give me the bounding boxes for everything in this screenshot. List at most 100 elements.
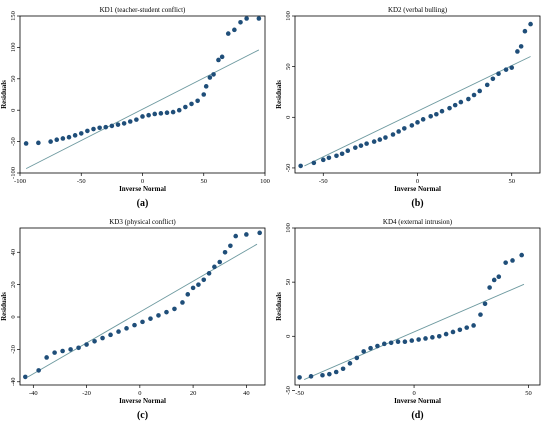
data-point xyxy=(522,28,528,34)
x-tick-label: 0 xyxy=(416,178,419,185)
data-point xyxy=(428,113,433,119)
x-tick-label: 20 xyxy=(190,390,197,397)
plot-frame xyxy=(19,15,266,174)
data-point xyxy=(298,163,303,169)
data-point xyxy=(519,252,524,258)
panel-b: KD2 (verbal bulling) -50 0 50 -50 0 50 100 Inver… xyxy=(275,0,550,212)
data-point xyxy=(164,110,170,116)
panel-caption: (a) xyxy=(137,198,149,209)
data-point xyxy=(491,277,497,283)
y-tick-label: 0 xyxy=(285,335,292,338)
reference-line xyxy=(27,243,258,378)
data-point xyxy=(78,131,84,136)
data-point xyxy=(121,121,127,126)
data-point xyxy=(91,126,96,132)
data-point xyxy=(381,341,387,347)
data-point xyxy=(256,16,262,21)
data-point xyxy=(402,339,408,344)
data-point xyxy=(471,323,476,328)
data-point xyxy=(195,98,200,104)
data-point xyxy=(116,329,121,334)
reference-line xyxy=(303,283,525,380)
y-tick-label: 40 xyxy=(10,249,17,256)
plot-title: KD1 (teacher-student conflict) xyxy=(100,6,186,14)
x-tick-label: 40 xyxy=(243,390,250,397)
data-point xyxy=(152,111,158,117)
data-point xyxy=(368,345,373,351)
data-point xyxy=(222,249,228,255)
x-tick-label: -50 xyxy=(77,178,86,185)
data-point xyxy=(510,258,515,263)
y-tick-label: 0 xyxy=(10,109,17,112)
data-point xyxy=(443,331,449,337)
x-tick-label: -50 xyxy=(295,390,304,397)
data-point xyxy=(353,145,358,150)
data-point xyxy=(228,243,233,249)
data-point xyxy=(452,102,458,108)
data-point xyxy=(109,123,115,129)
data-point xyxy=(115,122,121,127)
data-point xyxy=(503,260,508,265)
data-point xyxy=(212,264,217,270)
data-point xyxy=(60,136,66,141)
data-point xyxy=(76,345,81,351)
data-point xyxy=(339,151,345,157)
data-point xyxy=(345,148,351,154)
data-point xyxy=(361,349,366,354)
data-point xyxy=(238,19,243,25)
data-point xyxy=(409,338,415,343)
plot-kd3: KD3 (physical conflict) -40 -20 0 20 40 -40 -20… xyxy=(0,218,266,421)
y-tick-label: -50 xyxy=(285,386,292,395)
data-point xyxy=(201,277,207,283)
data-point xyxy=(308,374,314,379)
data-point xyxy=(170,109,176,115)
x-tick-label: -50 xyxy=(319,178,328,185)
data-point xyxy=(146,112,151,118)
plot-title: KD3 (physical conflict) xyxy=(109,218,176,226)
x-tick-label: 0 xyxy=(412,390,415,397)
x-axis-label: Inverse Normal xyxy=(394,397,441,405)
data-point xyxy=(148,316,153,321)
data-point xyxy=(140,114,145,119)
plot-kd1: KD1 (teacher-student conflict) -100 -50 0 50… xyxy=(0,6,270,209)
x-tick-label: -20 xyxy=(82,390,91,397)
data-point xyxy=(458,99,464,105)
y-tick-label: 100 xyxy=(285,11,292,21)
data-point xyxy=(217,259,223,265)
data-point xyxy=(60,348,65,354)
plot-frame xyxy=(294,15,541,174)
data-point xyxy=(326,155,332,161)
y-tick-label: 100 xyxy=(285,223,292,233)
data-point xyxy=(164,309,169,315)
data-point xyxy=(203,84,209,89)
data-point xyxy=(450,329,456,335)
data-point xyxy=(327,371,332,377)
data-point xyxy=(484,82,490,88)
data-point xyxy=(140,319,145,325)
plot-frame xyxy=(19,227,266,386)
data-point xyxy=(124,326,129,331)
data-point xyxy=(44,355,49,360)
plot-title: KD2 (verbal bulling) xyxy=(388,6,448,14)
data-point xyxy=(189,101,194,107)
data-point xyxy=(496,274,502,280)
data-point xyxy=(207,75,213,80)
data-point xyxy=(219,54,225,60)
plot-kd2: KD2 (verbal bulling) -50 0 50 -50 0 50 100 Inver… xyxy=(275,6,541,209)
data-point xyxy=(436,333,442,339)
y-axis-label: Residuals xyxy=(0,80,8,109)
data-point xyxy=(471,92,477,98)
data-point xyxy=(490,76,496,82)
y-tick-label: 20 xyxy=(10,281,17,288)
data-point xyxy=(415,120,420,125)
data-point xyxy=(375,343,380,349)
data-point xyxy=(48,139,53,144)
panel-c: KD3 (physical conflict) -40 -20 0 20 40 -40 -20… xyxy=(0,212,275,424)
data-point xyxy=(503,67,509,72)
data-point xyxy=(108,332,113,338)
data-point xyxy=(66,134,72,140)
panel-caption: (d) xyxy=(411,410,423,421)
data-point xyxy=(134,117,139,122)
data-point xyxy=(496,71,501,77)
data-point xyxy=(311,160,317,166)
